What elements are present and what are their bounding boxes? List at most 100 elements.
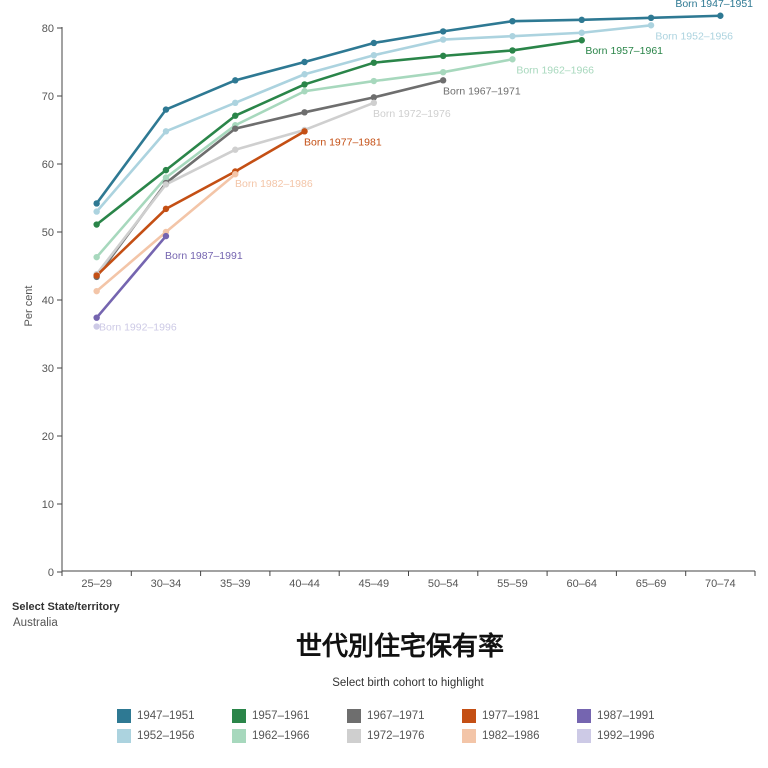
series-line[interactable] [95,14,722,205]
data-point[interactable] [162,174,170,181]
state-filter-value[interactable]: Australia [13,617,58,629]
x-tick-label: 60–64 [566,578,597,590]
legend-item[interactable]: 1962–1966 [232,729,310,743]
legend-item[interactable]: 1992–1996 [577,729,655,743]
legend-swatch [232,709,246,723]
legend-label: 1957–1961 [252,710,310,722]
data-point[interactable] [232,99,239,107]
x-tick-label: 35–39 [220,578,251,590]
data-point[interactable] [578,37,585,44]
legend-label: 1967–1971 [367,710,425,722]
data-point[interactable] [647,22,655,29]
series-end-label: Born 1962–1966 [516,64,594,76]
data-point[interactable] [370,59,378,66]
data-point[interactable] [509,32,516,40]
data-point[interactable] [93,272,100,279]
data-point[interactable] [301,58,308,66]
x-tick-label: 40–44 [289,578,320,590]
legend-label: 1947–1951 [137,710,195,722]
data-point[interactable] [232,125,239,132]
data-point[interactable] [578,16,585,24]
cohort-line-chart: 0 10 20 30 40 50 60 70 80 25–29 30–34 35–39 40–44 45–… [42,0,756,590]
data-point[interactable] [93,287,100,295]
page-title: 世代別住宅保有率 [295,632,504,662]
y-axis-title: Per cent [14,276,44,336]
series-line[interactable] [95,130,306,277]
data-point[interactable] [370,39,378,47]
y-axis-title-text: Per cent [23,285,35,327]
data-point[interactable] [93,323,100,330]
series-end-label: Born 1987–1991 [165,250,243,262]
y-tick-label: 10 [42,499,54,511]
legend-item[interactable]: 1967–1971 [347,709,425,723]
legend-item[interactable]: 1982–1986 [462,729,540,743]
series-end-label: Born 1972–1976 [373,108,451,120]
data-point[interactable] [301,71,308,78]
x-tick-label: 45–49 [359,578,390,590]
data-point[interactable] [301,109,308,116]
data-point[interactable] [439,77,447,84]
legend-label: 1972–1976 [367,730,425,742]
legend-item[interactable]: 1977–1981 [462,709,540,723]
data-point[interactable] [232,171,239,178]
legend-swatch [462,709,476,723]
legend-label: 1992–1996 [597,730,655,742]
data-point[interactable] [439,52,447,60]
series-end-label: Born 1967–1971 [443,85,521,97]
legend-item[interactable]: 1957–1961 [232,709,310,723]
data-point[interactable] [93,200,100,207]
legend-item[interactable]: 1952–1956 [117,729,195,743]
data-point[interactable] [370,52,378,59]
data-point[interactable] [162,128,170,135]
series-end-label: Born 1957–1961 [585,45,663,57]
data-point[interactable] [162,205,170,213]
series-end-label: Born 1947–1951 [675,0,753,10]
state-filter[interactable]: Select State/territory Australia [12,601,120,629]
data-point[interactable] [370,99,378,107]
legend-swatch [347,729,361,743]
data-point[interactable] [509,18,516,25]
series-end-label: Born 1977–1981 [304,136,382,148]
legend-swatch [117,729,131,743]
x-tick-label: 50–54 [428,578,459,590]
data-point[interactable] [232,112,239,119]
data-point[interactable] [439,28,447,35]
data-point[interactable] [93,221,100,228]
data-point[interactable] [93,253,100,261]
data-point[interactable] [301,128,308,135]
data-point[interactable] [162,181,170,188]
data-point[interactable] [232,146,239,153]
data-point[interactable] [93,208,100,215]
data-point[interactable] [578,29,585,36]
series-line[interactable] [95,234,168,319]
y-tick-label: 60 [42,159,54,171]
y-tick-label: 80 [42,23,54,35]
data-point[interactable] [162,166,170,174]
legend-label: 1962–1966 [252,730,310,742]
y-tick-label: 40 [42,295,54,307]
data-point[interactable] [370,77,378,85]
data-point[interactable] [162,232,170,240]
series-end-label: Born 1982–1986 [235,178,313,190]
data-point[interactable] [647,14,655,21]
legend-item[interactable]: 1972–1976 [347,729,425,743]
data-point[interactable] [717,12,724,19]
legend-label: 1982–1986 [482,730,540,742]
data-point[interactable] [509,47,516,54]
data-point[interactable] [509,56,516,63]
data-point[interactable] [93,314,100,321]
legend-item[interactable]: 1987–1991 [577,709,655,723]
data-point[interactable] [370,94,378,101]
data-point[interactable] [162,106,170,113]
data-point[interactable] [232,77,239,84]
data-point[interactable] [301,81,308,88]
legend-swatch [577,709,591,723]
legend-swatch [232,729,246,743]
data-point[interactable] [301,88,308,95]
data-point[interactable] [439,69,447,76]
legend-label: 1987–1991 [597,710,655,722]
legend-item[interactable]: 1947–1951 [117,709,195,723]
series-line[interactable] [95,38,584,226]
legend-swatch [347,709,361,723]
data-point[interactable] [439,36,447,43]
